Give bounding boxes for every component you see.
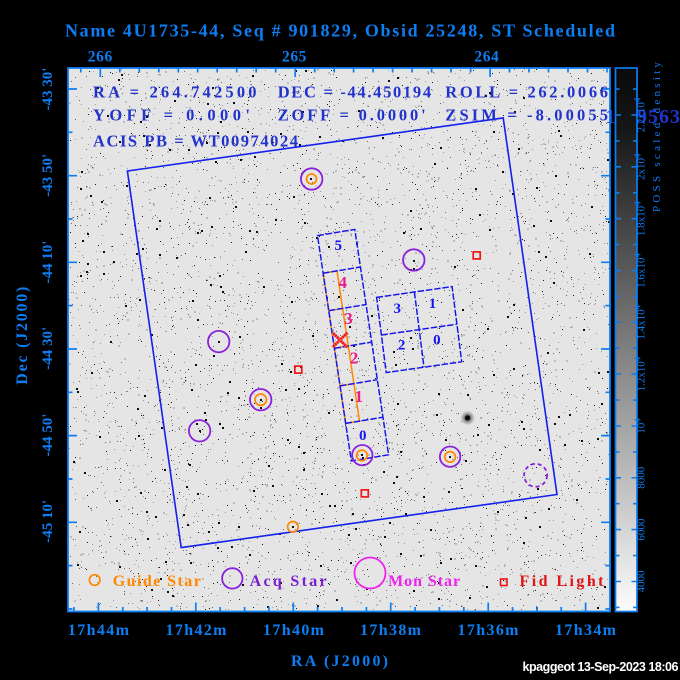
- svg-text:5: 5: [334, 238, 342, 254]
- svg-text:POSS scaled density: POSS scaled density: [651, 61, 663, 212]
- svg-text:17h38m: 17h38m: [360, 622, 422, 639]
- svg-text:0: 0: [433, 333, 441, 349]
- svg-text:-45 10': -45 10': [40, 500, 56, 543]
- svg-text:3: 3: [393, 301, 401, 317]
- svg-text:4000: 4000: [636, 570, 648, 593]
- svg-text:-44 10': -44 10': [40, 241, 56, 284]
- svg-text:1: 1: [355, 387, 364, 406]
- svg-text:89563: 89563: [626, 106, 680, 128]
- svg-text:YOFF = 0.000': YOFF = 0.000': [93, 106, 250, 125]
- svg-text:0: 0: [359, 428, 367, 444]
- svg-text:2: 2: [398, 338, 406, 354]
- svg-text:1.4x104: 1.4x104: [633, 304, 648, 339]
- svg-text:RA = 264.742500: RA = 264.742500: [93, 83, 257, 102]
- svg-text:1.6x104: 1.6x104: [633, 253, 648, 288]
- svg-text:2.2x104: 2.2x104: [633, 97, 648, 132]
- svg-text:1.2x104: 1.2x104: [633, 356, 648, 391]
- svg-text:2x104: 2x104: [633, 153, 648, 180]
- svg-text:-44 30': -44 30': [40, 327, 56, 370]
- svg-text:Fid Light: Fid Light: [520, 573, 605, 590]
- svg-text:264: 264: [474, 49, 499, 66]
- svg-text:17h42m: 17h42m: [166, 622, 228, 639]
- svg-text:-44 50': -44 50': [40, 414, 56, 457]
- svg-text:ROLL = 262.0066: ROLL = 262.0066: [445, 83, 608, 102]
- svg-text:-43 30': -43 30': [40, 68, 56, 111]
- svg-text:4: 4: [338, 273, 347, 292]
- svg-text:8000: 8000: [636, 466, 648, 489]
- svg-text:kpaggeot 13-Sep-2023 18:06: kpaggeot 13-Sep-2023 18:06: [523, 660, 679, 674]
- svg-text:ACIS PB = WT00974024: ACIS PB = WT00974024: [93, 132, 298, 151]
- svg-text:Guide Star: Guide Star: [113, 573, 201, 590]
- svg-text:Name 4U1735-44, Seq # 901829,: Name 4U1735-44, Seq # 901829, Obsid 2524…: [65, 21, 615, 41]
- svg-text:17h36m: 17h36m: [458, 622, 520, 639]
- svg-text:1: 1: [429, 296, 437, 312]
- svg-text:Dec (J2000): Dec (J2000): [14, 287, 31, 385]
- svg-text:DEC = -44.450194: DEC = -44.450194: [278, 83, 431, 102]
- svg-text:ZOFF = 0.0000': ZOFF = 0.0000': [278, 106, 426, 125]
- svg-text:17h34m: 17h34m: [555, 622, 617, 639]
- svg-text:6000: 6000: [636, 518, 648, 541]
- svg-text:ZSIM = -8.00055: ZSIM = -8.00055: [445, 106, 608, 125]
- svg-text:3: 3: [344, 309, 353, 328]
- svg-text:-43 50': -43 50': [40, 154, 56, 197]
- svg-text:265: 265: [282, 49, 307, 66]
- svg-text:17h40m: 17h40m: [263, 622, 325, 639]
- svg-text:266: 266: [88, 49, 113, 66]
- svg-text:2: 2: [350, 349, 359, 368]
- svg-text:Mon Star: Mon Star: [388, 573, 460, 590]
- svg-text:17h44m: 17h44m: [68, 622, 130, 639]
- svg-text:1.8x104: 1.8x104: [633, 201, 648, 236]
